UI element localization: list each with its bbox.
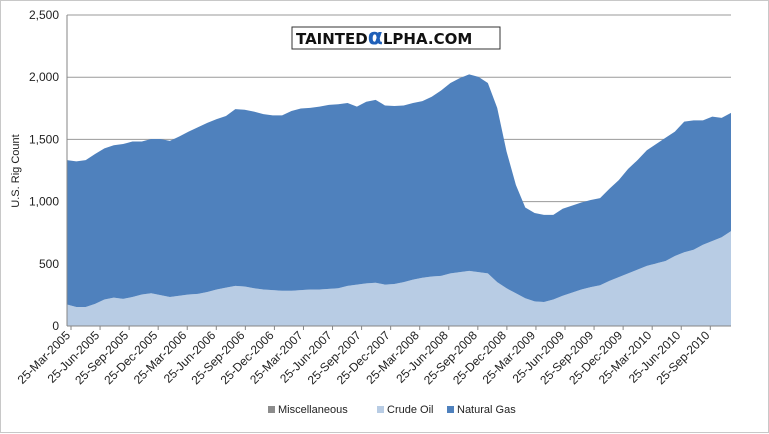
logo-text-left: TAINTED <box>296 30 368 48</box>
y-tick-label: 500 <box>39 257 59 271</box>
y-tick-label: 1,000 <box>29 195 59 209</box>
logo-alpha: α <box>368 25 383 50</box>
legend-label: Crude Oil <box>387 404 433 416</box>
y-tick-labels: 0 500 1,000 1,500 2,000 2,500 <box>29 8 59 333</box>
legend-swatch <box>447 406 454 413</box>
y-tick-label: 1,500 <box>29 132 59 146</box>
y-tick-label: 2,000 <box>29 70 59 84</box>
x-tick-labels: 25-Mar-200525-Jun-200525-Sep-200525-Dec-… <box>15 326 713 387</box>
legend-swatch <box>377 406 384 413</box>
y-axis-title: U.S. Rig Count <box>10 134 22 207</box>
stacked-areas <box>67 74 731 326</box>
y-tick-label: 0 <box>52 319 59 333</box>
taintedalpha-logo: TAINTEDαLPHA.COM <box>292 25 500 50</box>
legend-label: Natural Gas <box>457 404 516 416</box>
legend: Miscellaneous Crude Oil Natural Gas <box>268 404 516 416</box>
legend-label: Miscellaneous <box>278 404 348 416</box>
logo-text-right: LPHA.COM <box>383 30 472 48</box>
y-tick-label: 2,500 <box>29 8 59 22</box>
legend-swatch <box>268 406 275 413</box>
